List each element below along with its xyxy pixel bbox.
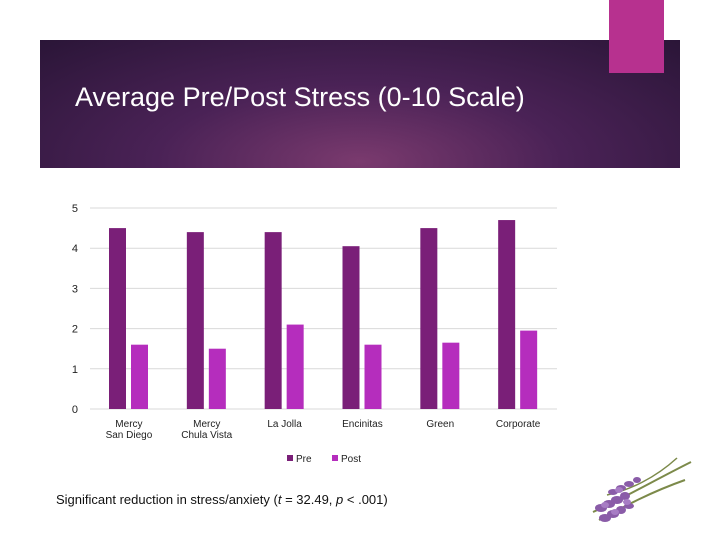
bar-post bbox=[208, 348, 226, 409]
bar-post bbox=[442, 342, 460, 409]
y-tick-label: 0 bbox=[72, 404, 78, 416]
bar-pre bbox=[264, 232, 282, 409]
footnote-t: t bbox=[277, 492, 282, 507]
y-tick-label: 5 bbox=[72, 203, 78, 215]
x-tick-label: Green bbox=[426, 419, 454, 430]
bar-post bbox=[520, 330, 538, 409]
lavender-sprig-icon bbox=[592, 457, 692, 522]
bar-post bbox=[131, 344, 148, 409]
bar-pre bbox=[109, 228, 126, 409]
footnote-mid: = 32.49, bbox=[281, 492, 337, 507]
bar-post bbox=[286, 324, 304, 409]
legend-label-pre: Pre bbox=[296, 454, 312, 465]
bar-pre bbox=[342, 246, 360, 409]
y-tick-label: 4 bbox=[72, 243, 78, 255]
y-tick-label: 1 bbox=[72, 364, 78, 376]
x-tick-label: Corporate bbox=[496, 419, 541, 430]
x-tick-label: Mercy Chula Vista bbox=[181, 419, 232, 441]
legend-swatch-pre bbox=[287, 455, 293, 461]
footnote-suffix: < .001) bbox=[343, 492, 388, 507]
y-tick-label: 2 bbox=[72, 324, 78, 336]
x-tick-label: Encinitas bbox=[342, 419, 383, 430]
legend-label-post: Post bbox=[341, 454, 361, 465]
slide-title: Average Pre/Post Stress (0-10 Scale) bbox=[75, 82, 525, 112]
y-tick-label: 3 bbox=[72, 283, 78, 295]
bar-pre bbox=[186, 232, 204, 409]
footnote-prefix: Significant reduction in stress/anxiety … bbox=[56, 492, 278, 507]
footnote: Significant reduction in stress/anxiety … bbox=[56, 492, 388, 507]
legend-swatch-post bbox=[332, 455, 338, 461]
title-banner bbox=[40, 40, 680, 168]
bar-pre bbox=[498, 220, 516, 409]
footnote-p: p bbox=[336, 492, 344, 507]
bar-pre bbox=[420, 228, 438, 409]
x-tick-label: La Jolla bbox=[267, 419, 302, 430]
bar-post bbox=[364, 344, 382, 409]
accent-bar bbox=[609, 0, 664, 73]
x-tick-label: Mercy San Diego bbox=[106, 419, 153, 441]
